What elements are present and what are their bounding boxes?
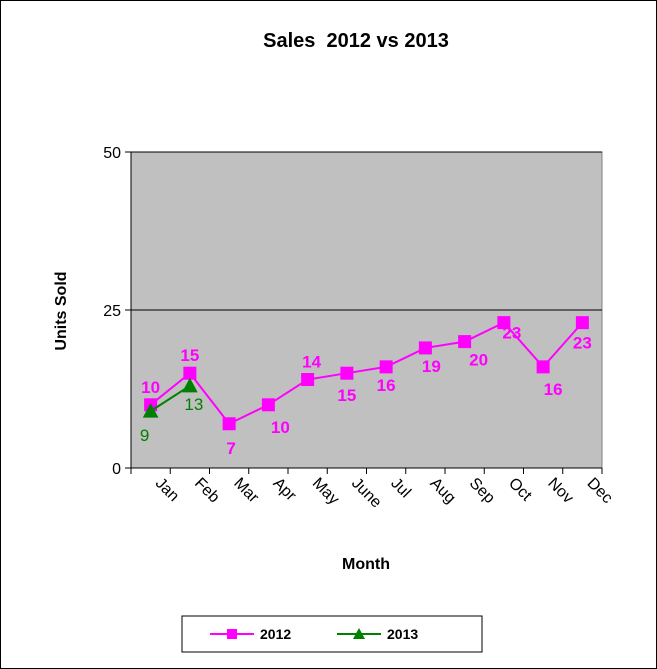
x-tick-label: Jan — [152, 475, 182, 505]
series-2012-point — [340, 366, 354, 380]
series-2012-point — [497, 316, 511, 330]
y-tick-label: 0 — [112, 461, 121, 478]
x-tick-label: Jul — [387, 475, 413, 501]
x-tick-label: Nov — [544, 475, 576, 507]
data-label: 15 — [180, 346, 199, 365]
series-2012-point — [261, 398, 275, 412]
data-label: 23 — [502, 324, 521, 343]
data-label: 20 — [469, 351, 488, 370]
x-tick-label: Aug — [427, 475, 459, 507]
x-tick-label: Feb — [191, 475, 223, 507]
data-label: 7 — [226, 439, 235, 458]
data-label: 16 — [544, 380, 563, 399]
x-axis-title: Month — [342, 556, 390, 573]
series-2012-point — [183, 366, 197, 380]
series-2012-line — [149, 321, 584, 426]
x-tick-label: Sep — [466, 475, 498, 507]
x-tick-label: Oct — [505, 475, 535, 505]
series-2013-point — [182, 377, 198, 393]
x-tick-label: Mar — [230, 475, 262, 507]
data-label: 19 — [422, 357, 441, 376]
series-2012-point — [222, 417, 236, 431]
series-2012-point — [536, 360, 550, 374]
series-2012-point — [301, 373, 315, 387]
data-label: 16 — [377, 376, 396, 395]
data-label: 23 — [573, 334, 592, 353]
x-tick-label: Dec — [584, 475, 616, 507]
data-label: 14 — [302, 353, 321, 372]
data-label: 15 — [337, 386, 356, 405]
data-label: 9 — [140, 426, 149, 445]
legend-2012-label: 2012 — [260, 626, 291, 642]
x-tick-label: Apr — [270, 475, 300, 505]
series-2012-point — [458, 335, 472, 349]
legend-2012-marker — [227, 629, 237, 639]
legend-2013-label: 2013 — [387, 626, 418, 642]
chart-title: Sales 2012 vs 2013 — [263, 30, 449, 52]
legend: 2012 2013 — [181, 615, 483, 653]
series-2012-point — [379, 360, 393, 374]
data-label: 10 — [141, 378, 160, 397]
data-label: 13 — [184, 395, 203, 414]
series-2012-point — [575, 316, 589, 330]
y-tick-label: 50 — [103, 145, 121, 162]
x-tick-label: June — [348, 475, 385, 512]
y-axis-title: Units Sold — [53, 271, 70, 350]
x-tick-label: May — [309, 475, 342, 508]
y-tick-label: 25 — [103, 303, 121, 320]
legend-2013-marker — [353, 628, 365, 639]
series-2013-point — [142, 403, 159, 418]
series-2012-point — [418, 341, 432, 355]
data-label: 10 — [271, 418, 290, 437]
